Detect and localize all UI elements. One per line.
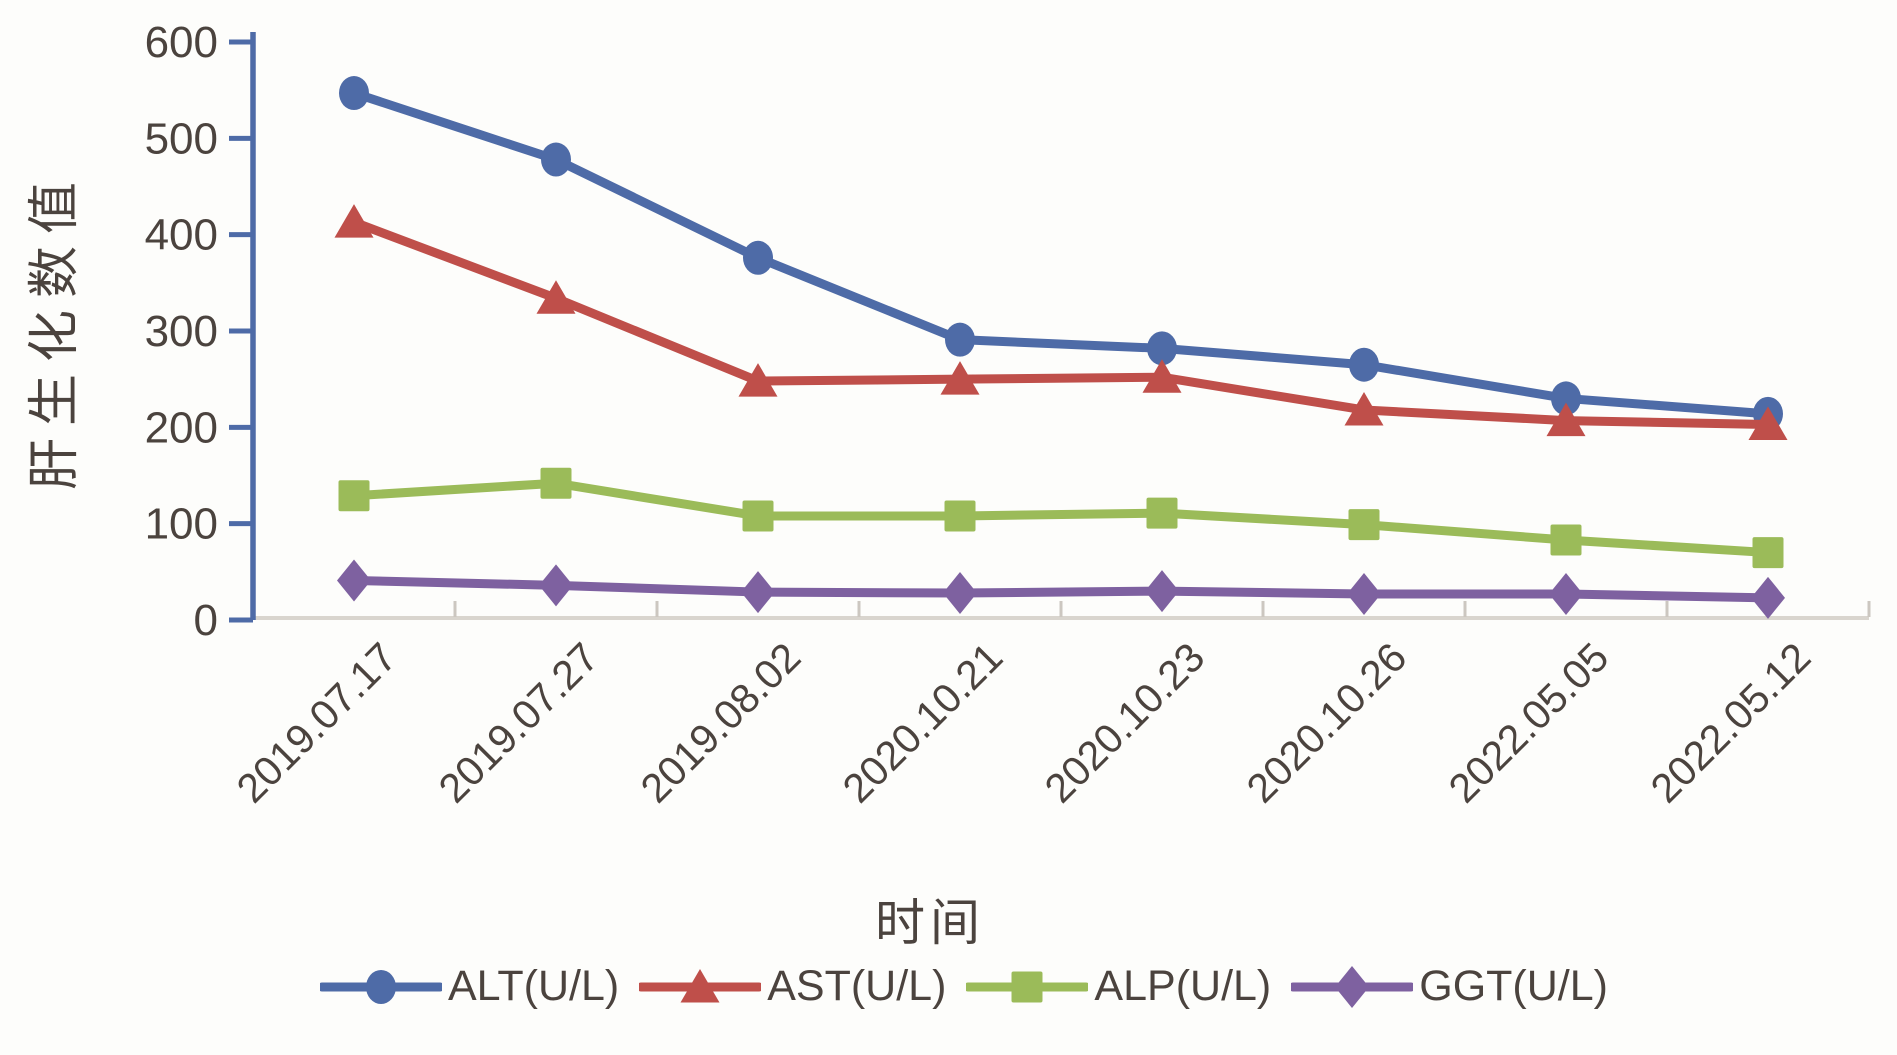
series-alt xyxy=(339,76,1783,431)
ast-point-2 xyxy=(738,363,778,397)
alp-point-0 xyxy=(338,480,370,512)
alt-point-2 xyxy=(743,240,773,275)
legend-label-alp: ALP(U/L) xyxy=(1094,962,1272,1010)
x-tick-label: 2020.10.21 xyxy=(834,634,1012,812)
x-tick-label: 2022.05.12 xyxy=(1642,634,1820,812)
ggt-line xyxy=(349,576,1773,603)
y-tick-label: 600 xyxy=(145,18,218,67)
x-tick-label: 2019.07.17 xyxy=(228,634,406,812)
x-tick-label: 2020.10.23 xyxy=(1036,634,1214,812)
alp-point-2 xyxy=(742,500,774,532)
alt-point-1 xyxy=(541,142,571,177)
legend-item-alt: ALT(U/L) xyxy=(320,962,619,1011)
alp-point-3 xyxy=(944,500,976,532)
y-tick-label: 0 xyxy=(194,596,218,645)
ggt-point-6 xyxy=(1549,572,1583,615)
legend-item-ast: AST(U/L) xyxy=(639,962,946,1011)
legend-glyph-ggt xyxy=(1335,965,1370,1008)
x-tick-label: 2022.05.05 xyxy=(1440,634,1618,812)
legend-label-ast: AST(U/L) xyxy=(767,962,947,1010)
alp-point-1 xyxy=(540,467,572,499)
ast-point-5 xyxy=(1344,391,1384,426)
alp-point-4 xyxy=(1146,497,1178,529)
legend-marker-diamond xyxy=(1291,965,1414,1008)
legend-glyph-alt xyxy=(366,969,396,1004)
x-tick-label: 2019.08.02 xyxy=(632,634,810,812)
ggt-point-1 xyxy=(539,564,573,607)
ggt-point-4 xyxy=(1145,570,1179,613)
alp-point-6 xyxy=(1550,524,1582,556)
alt-point-3 xyxy=(945,322,975,357)
legend-label-alt: ALT(U/L) xyxy=(448,962,620,1010)
y-axis-title: 肝生化数值 xyxy=(26,170,84,490)
y-tick-label: 100 xyxy=(145,500,218,549)
ast-point-3 xyxy=(940,361,980,395)
alt-point-5 xyxy=(1349,347,1379,382)
alt-point-4 xyxy=(1147,331,1177,366)
legend-marker-circle xyxy=(320,969,442,1004)
ast-point-1 xyxy=(536,280,576,314)
ast-point-4 xyxy=(1142,359,1182,393)
x-tick-labels: 2019.07.17 2019.07.27 2019.08.02 2020.10.21… xyxy=(228,634,1820,812)
ggt-point-0 xyxy=(337,559,371,602)
alp-point-5 xyxy=(1348,509,1380,541)
y-tick-label: 200 xyxy=(145,403,218,452)
ggt-point-5 xyxy=(1347,572,1381,615)
series-layer xyxy=(334,76,1788,619)
y-tick-label: 500 xyxy=(145,114,218,163)
legend-glyph-ast xyxy=(680,968,720,1002)
ast-line xyxy=(349,217,1773,429)
x-tick-label: 2020.10.26 xyxy=(1238,634,1416,812)
legend: ALT(U/L) AST(U/L) ALP(U/L) GGT(U/L) xyxy=(320,962,1608,1011)
ast-point-6 xyxy=(1546,402,1586,437)
legend-glyph-alp xyxy=(1011,971,1043,1002)
legend-item-ggt: GGT(U/L) xyxy=(1291,962,1608,1011)
legend-marker-square xyxy=(966,971,1089,1002)
alt-point-0 xyxy=(339,76,369,111)
x-axis-title: 时间 xyxy=(875,895,985,951)
ast-point-7 xyxy=(1748,406,1788,440)
ggt-point-3 xyxy=(943,572,977,615)
ggt-point-7 xyxy=(1751,576,1785,619)
alp-point-7 xyxy=(1752,537,1784,569)
x-tick-label: 2019.07.27 xyxy=(430,634,608,812)
axes-layer: 0 100 200 300 400 500 600 xyxy=(145,18,1871,645)
legend-marker-triangle xyxy=(639,968,762,1002)
series-ast xyxy=(334,204,1788,440)
alt-line xyxy=(349,88,1773,419)
ast-point-0 xyxy=(334,204,374,238)
legend-label-ggt: GGT(U/L) xyxy=(1419,962,1608,1010)
legend-item-alp: ALP(U/L) xyxy=(966,962,1271,1011)
y-tick-label: 300 xyxy=(145,307,218,356)
ggt-point-2 xyxy=(741,571,775,614)
series-alp xyxy=(338,467,1784,569)
series-ggt xyxy=(337,559,1785,619)
y-tick-label: 400 xyxy=(145,211,218,260)
alt-point-6 xyxy=(1551,381,1581,416)
alp-line xyxy=(349,478,1773,558)
